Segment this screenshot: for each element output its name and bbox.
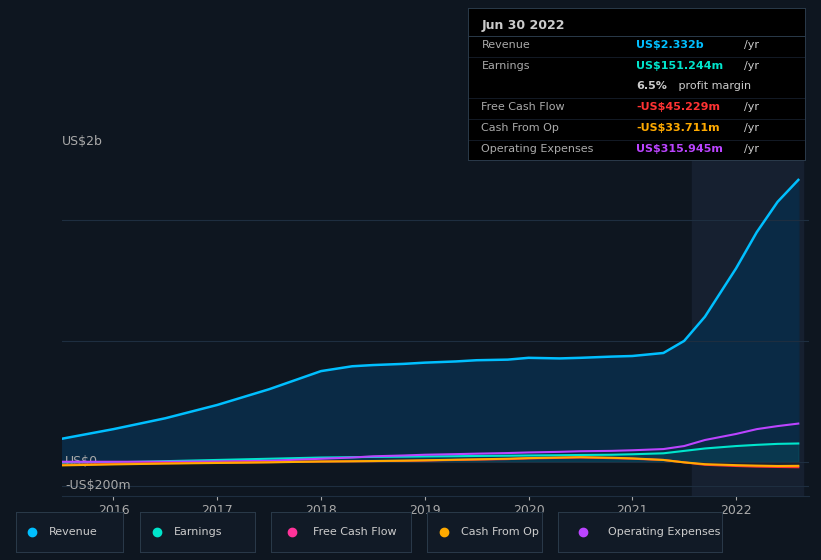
Text: Free Cash Flow: Free Cash Flow [481, 102, 565, 112]
Text: Earnings: Earnings [481, 62, 530, 71]
Text: Operating Expenses: Operating Expenses [608, 527, 720, 537]
Text: Cash From Op: Cash From Op [481, 123, 559, 133]
Text: /yr: /yr [744, 40, 759, 50]
Text: -US$200m: -US$200m [66, 479, 131, 492]
Text: -US$33.711m: -US$33.711m [636, 123, 720, 133]
Bar [692, 160, 804, 496]
Text: Cash From Op: Cash From Op [461, 527, 539, 537]
Text: US$0: US$0 [66, 455, 99, 468]
Text: US$315.945m: US$315.945m [636, 144, 723, 155]
Text: Operating Expenses: Operating Expenses [481, 144, 594, 155]
Text: Free Cash Flow: Free Cash Flow [313, 527, 397, 537]
Text: /yr: /yr [744, 123, 759, 133]
Text: Revenue: Revenue [481, 40, 530, 50]
Text: 6.5%: 6.5% [636, 81, 667, 91]
Text: /yr: /yr [744, 62, 759, 71]
Text: US$2.332b: US$2.332b [636, 40, 704, 50]
Text: /yr: /yr [744, 102, 759, 112]
Text: US$151.244m: US$151.244m [636, 62, 723, 71]
Text: US$2b: US$2b [62, 136, 103, 148]
Text: profit margin: profit margin [675, 81, 751, 91]
Text: -US$45.229m: -US$45.229m [636, 102, 720, 112]
Text: Earnings: Earnings [174, 527, 222, 537]
Text: Jun 30 2022: Jun 30 2022 [481, 19, 565, 32]
Text: /yr: /yr [744, 144, 759, 155]
Text: Revenue: Revenue [48, 527, 97, 537]
